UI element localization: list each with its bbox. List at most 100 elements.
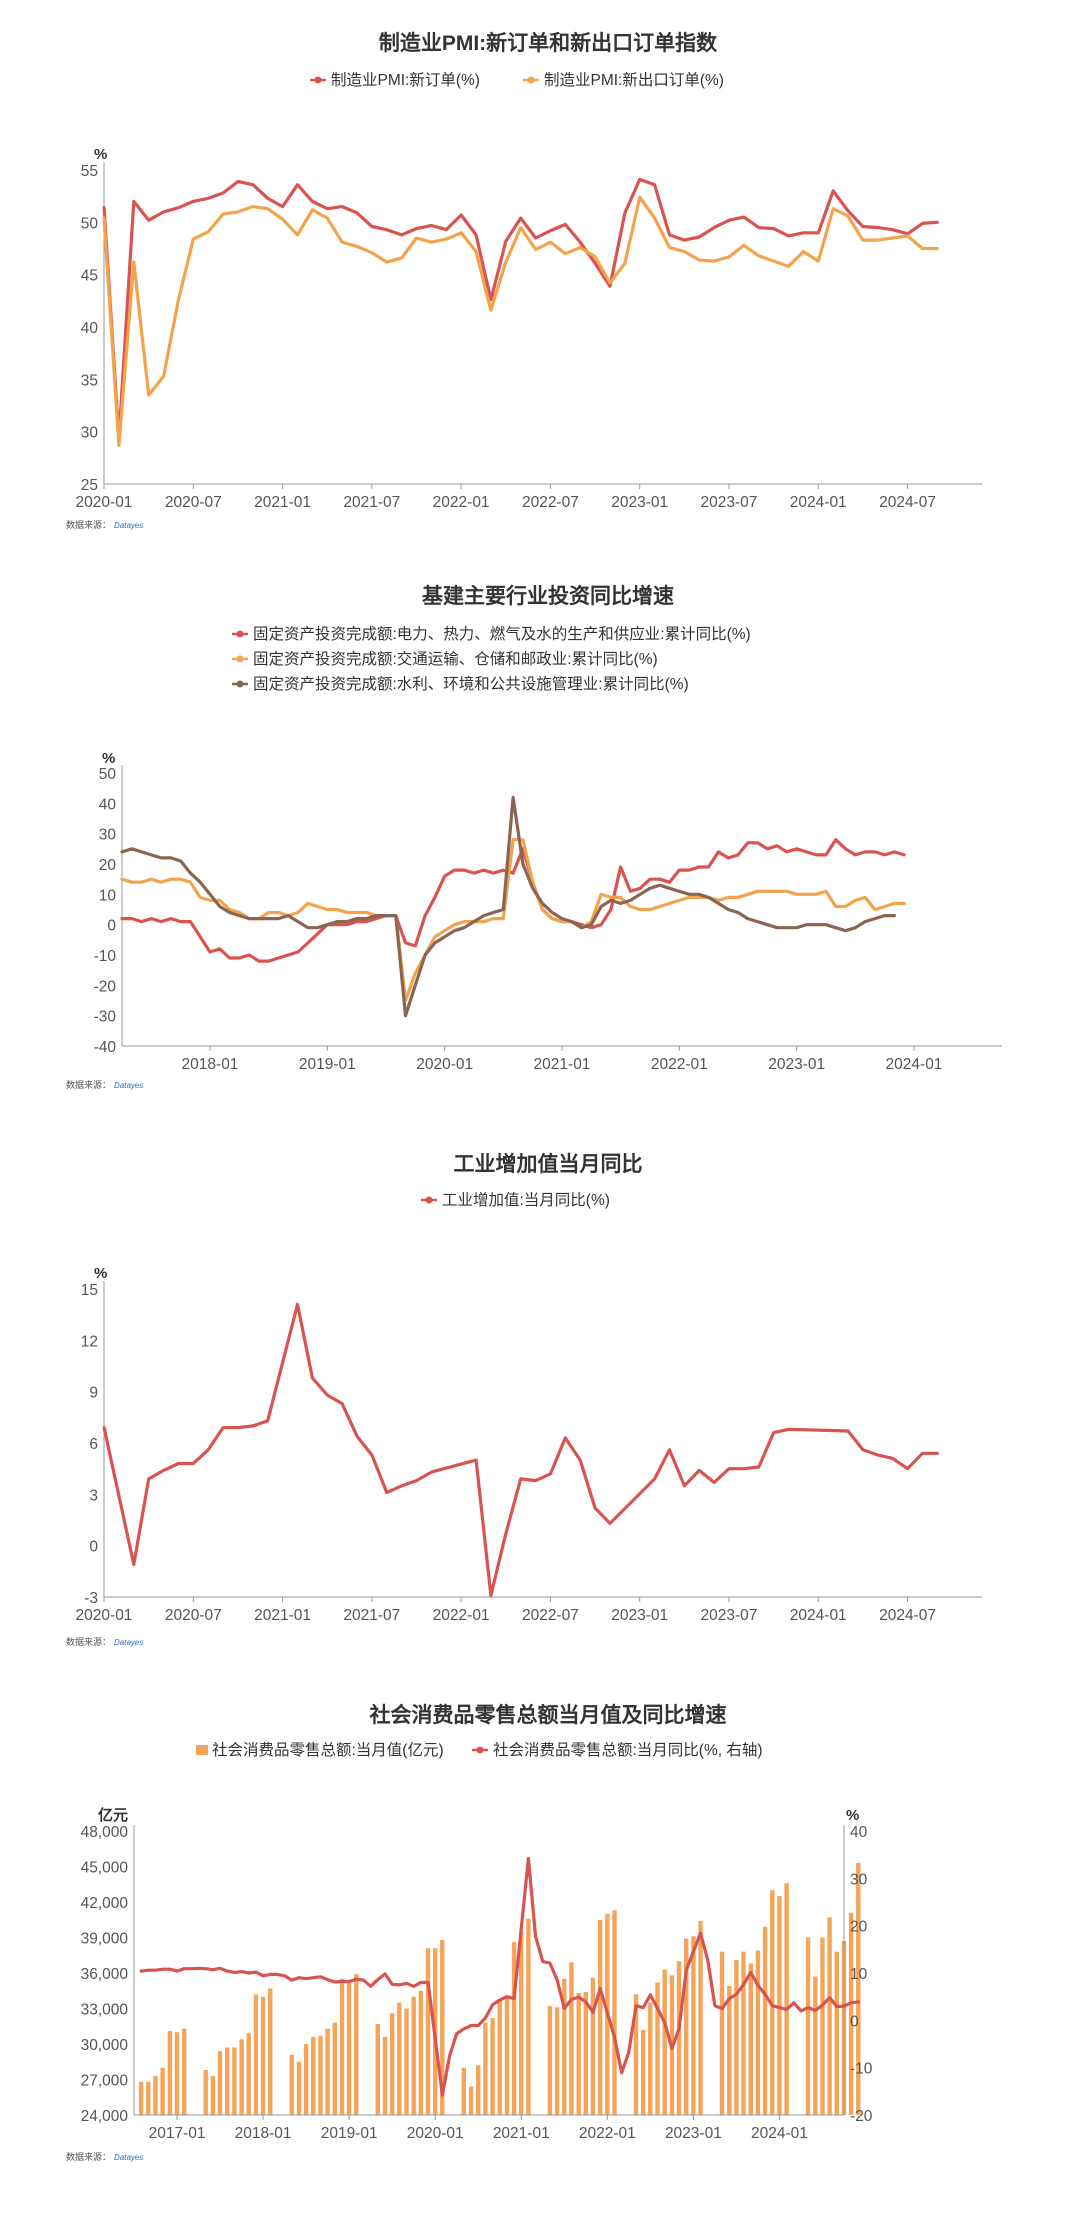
bar [382, 2036, 388, 2115]
x-tick-label: 2022-01 [433, 1607, 490, 1624]
bar [138, 2081, 144, 2115]
bar [160, 2067, 165, 2115]
bar [289, 2054, 294, 2115]
x-tick-label: 2024-01 [790, 494, 847, 511]
bar [784, 1883, 789, 2115]
bar [655, 1982, 660, 2115]
bar [440, 1939, 445, 2115]
bar [827, 1917, 832, 2115]
bar [576, 1993, 581, 2115]
bar [813, 1976, 818, 2115]
bar [727, 1986, 732, 2115]
x-tick-label: 2024-01 [790, 1607, 847, 1624]
chart-1-source-label: 数据来源： [66, 519, 111, 530]
bar [526, 1918, 531, 2115]
y-tick-label: 50 [81, 215, 99, 232]
legend-marker-orange [527, 76, 535, 84]
y-tick-label-left: 24,000 [81, 2108, 129, 2125]
y-tick-label-right: -10 [850, 2061, 873, 2078]
chart-4: 社会消费品零售总额当月值及同比增速 社会消费品零售总额:当月值(亿元) 社会消费… [66, 1703, 873, 2162]
y-tick-label: -20 [94, 978, 117, 995]
x-tick-label: 2020-01 [407, 2125, 464, 2142]
bar [562, 1978, 567, 2115]
legend-marker-red [425, 1196, 433, 1204]
chart-2-legend-2: 固定资产投资完成额:交通运输、仓储和邮政业:累计同比(%) [253, 650, 658, 668]
bar [748, 1963, 753, 2115]
x-tick-label: 2023-01 [768, 1056, 825, 1073]
y-tick-label: 40 [81, 320, 99, 337]
bar [820, 1937, 825, 2115]
chart-3-legend: 工业增加值:当月同比(%) [421, 1191, 610, 1209]
x-tick-label: 2019-01 [299, 1056, 356, 1073]
legend-marker-red [236, 630, 244, 638]
y-tick-label: 30 [81, 425, 99, 442]
x-tick-label: 2024-01 [751, 2125, 808, 2142]
x-tick-label: 2024-07 [879, 494, 936, 511]
chart-1-y-unit: % [94, 146, 107, 163]
chart-4-title: 社会消费品零售总额当月值及同比增速 [369, 1703, 727, 1727]
series-line-yoy [139, 1856, 860, 2097]
chart-2-title: 基建主要行业投资同比增速 [422, 584, 674, 608]
bar [210, 2075, 216, 2115]
y-tick-label: 30 [99, 827, 117, 844]
bar [253, 1994, 259, 2115]
bar [339, 1978, 345, 2115]
x-tick-label: 2018-01 [182, 1056, 239, 1073]
legend-marker-red [314, 76, 322, 84]
bar [684, 1938, 689, 2115]
x-tick-label: 2023-07 [701, 494, 758, 511]
chart-4-source: 数据来源： Datayes [66, 2151, 143, 2162]
y-tick-label: 40 [99, 796, 117, 813]
y-tick-label-right: 20 [850, 1919, 868, 1936]
x-tick-label: 2021-01 [254, 1607, 311, 1624]
bar [325, 2028, 330, 2115]
bar [225, 2047, 230, 2115]
bar [268, 1988, 273, 2115]
x-tick-label: 2021-07 [343, 494, 400, 511]
bar [590, 1977, 596, 2115]
bar [239, 2039, 244, 2115]
series-line-3 [120, 795, 896, 1018]
y-tick-label: 15 [81, 1282, 98, 1299]
bar [583, 1991, 588, 2115]
y-tick-label-left: 45,000 [81, 1860, 129, 1877]
x-tick-label: 2024-01 [886, 1056, 943, 1073]
bar [805, 1937, 811, 2115]
x-tick-label: 2022-07 [522, 1607, 579, 1624]
bar [691, 1936, 696, 2115]
chart-3-source: 数据来源： Datayes [66, 1636, 143, 1647]
bar [260, 1996, 266, 2115]
series-line-1 [120, 838, 906, 963]
bar [346, 1981, 352, 2115]
bar [662, 1969, 667, 2115]
chart-1-legend-2: 制造业PMI:新出口订单(%) [544, 71, 724, 89]
y-tick-label-right: 40 [850, 1824, 868, 1841]
chart-3-source-logo: Datayes [114, 1638, 143, 1647]
y-tick-label: 12 [81, 1333, 98, 1350]
x-tick-label: 2021-07 [343, 1607, 400, 1624]
y-tick-label: 55 [81, 163, 98, 180]
bar [612, 1910, 617, 2115]
y-tick-label-right: 10 [850, 1966, 868, 1983]
bar [203, 2070, 208, 2115]
legend-marker-orange [236, 655, 244, 663]
chart-2-legend: 固定资产投资完成额:电力、热力、燃气及水的生产和供应业:累计同比(%) 固定资产… [232, 624, 751, 693]
y-tick-label: 0 [107, 918, 116, 935]
series-line-2 [102, 195, 939, 447]
chart-4-legend-1: 社会消费品零售总额:当月值(亿元) [212, 1741, 444, 1759]
x-tick-label: 2023-01 [611, 1607, 668, 1624]
bar [354, 1974, 359, 2115]
y-tick-label: 6 [89, 1436, 98, 1453]
bar [296, 2061, 302, 2116]
series-line-2 [120, 838, 906, 1003]
y-tick-label: 0 [89, 1539, 98, 1556]
bar [719, 1951, 725, 2115]
y-tick-label-left: 33,000 [81, 2002, 129, 2019]
chart-4-source-label: 数据来源： [66, 2151, 111, 2162]
bar [461, 2067, 466, 2115]
x-tick-label: 2024-07 [879, 1607, 936, 1624]
y-tick-label: 10 [99, 887, 117, 904]
bar [153, 2075, 158, 2115]
legend-marker-brown [236, 680, 244, 688]
